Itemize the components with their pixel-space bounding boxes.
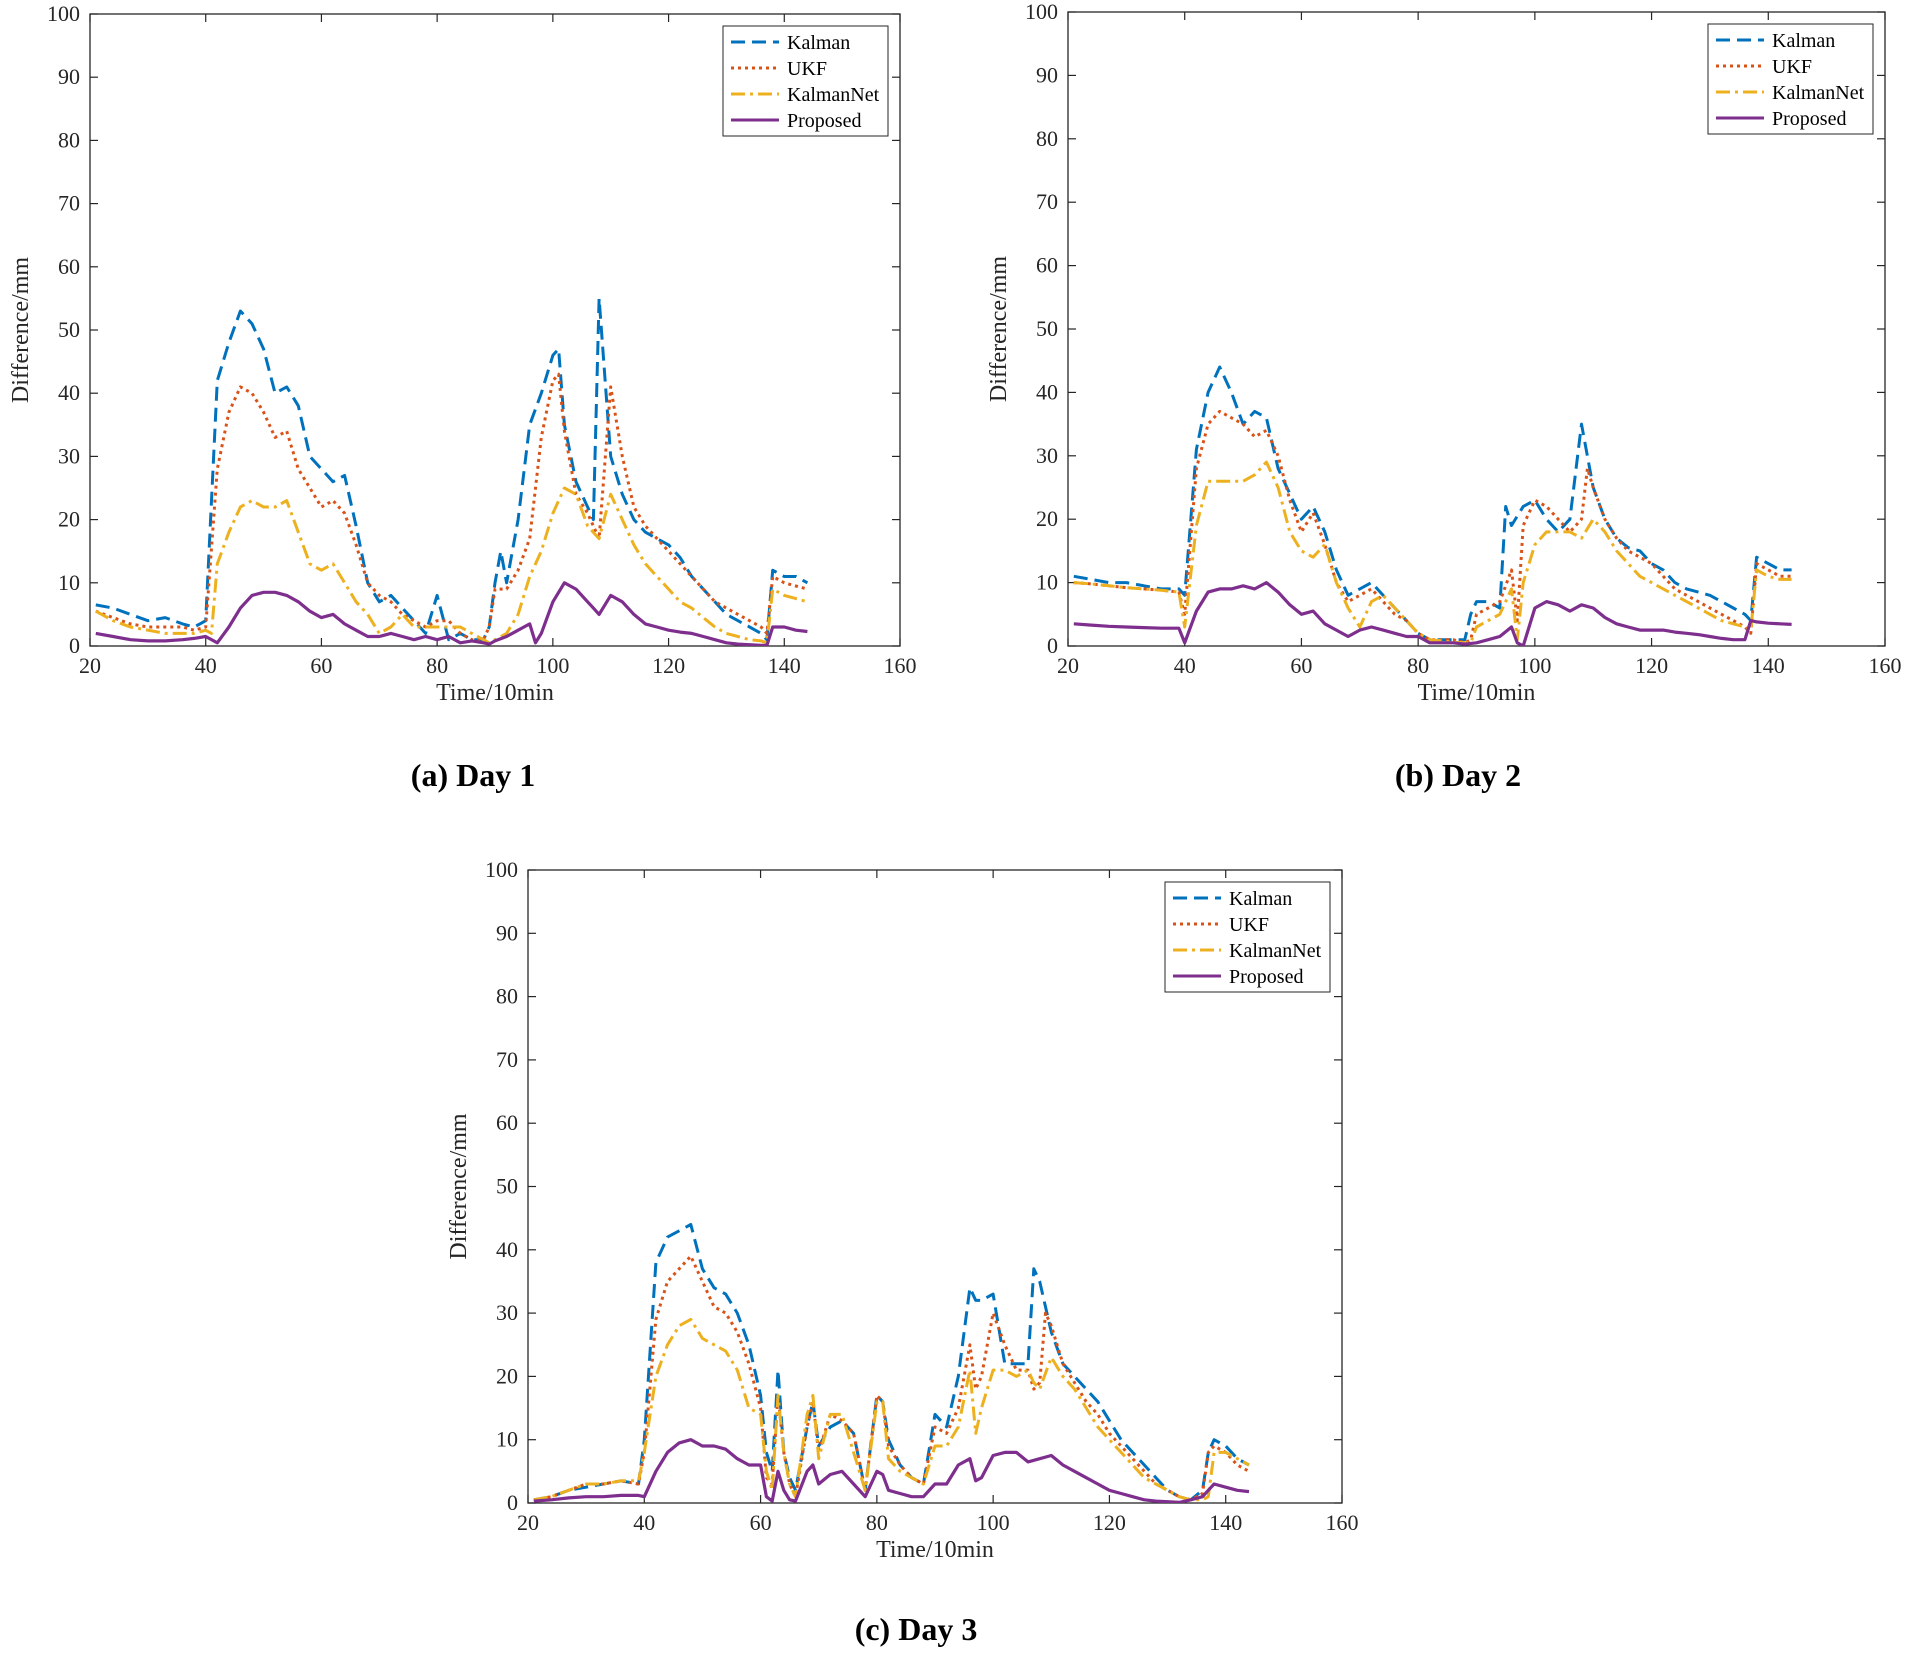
x-tick-label: 120	[1093, 1510, 1126, 1535]
y-tick-label: 0	[1047, 633, 1058, 658]
y-tick-label: 90	[496, 920, 518, 945]
x-tick-label: 140	[1209, 1510, 1242, 1535]
y-tick-label: 30	[496, 1300, 518, 1325]
y-tick-label: 40	[496, 1237, 518, 1262]
x-tick-label: 100	[1518, 653, 1551, 678]
y-tick-label: 0	[507, 1490, 518, 1515]
x-tick-label: 80	[426, 653, 448, 678]
x-tick-label: 20	[517, 1510, 539, 1535]
x-tick-label: 40	[633, 1510, 655, 1535]
series-line-proposed	[533, 1438, 1250, 1503]
x-tick-label: 40	[1174, 653, 1196, 678]
x-axis-label: Time/10min	[876, 1537, 994, 1563]
series-line-kalmannet	[533, 1317, 1250, 1502]
y-tick-label: 100	[47, 1, 80, 26]
x-tick-label: 60	[1290, 653, 1312, 678]
legend-label-kalmannet: KalmanNet	[1229, 940, 1322, 962]
legend-label-ukf: UKF	[1229, 914, 1269, 936]
series-line-kalman	[533, 1223, 1250, 1502]
x-tick-label: 140	[1752, 653, 1785, 678]
y-tick-label: 50	[1036, 316, 1058, 341]
y-tick-label: 20	[496, 1363, 518, 1388]
y-tick-label: 50	[58, 317, 80, 342]
y-tick-label: 80	[58, 127, 80, 152]
legend-label-proposed: Proposed	[787, 110, 861, 132]
x-tick-label: 100	[536, 653, 569, 678]
chart-panel-1: 20 40 60 80 100 120 140 160 0 10 20 30 40 50 60 70 80 90 1…	[8, 1, 917, 706]
series-line-ukf	[1073, 409, 1792, 645]
legend-label-proposed: Proposed	[1229, 966, 1303, 988]
x-axis-label: Time/10min	[1418, 680, 1536, 706]
panel-caption: (c) Day 3	[855, 1611, 978, 1647]
y-tick-label: 60	[496, 1110, 518, 1135]
y-tick-label: 30	[1036, 443, 1058, 468]
y-tick-label: 10	[496, 1427, 518, 1452]
y-tick-label: 50	[496, 1174, 518, 1199]
x-tick-label: 120	[1635, 653, 1668, 678]
x-axis-label: Time/10min	[436, 680, 554, 706]
series-line-proposed	[95, 581, 808, 646]
series-line-proposed	[1073, 580, 1792, 646]
y-tick-label: 80	[496, 984, 518, 1009]
series-line-ukf	[533, 1254, 1250, 1502]
chart-panel-2: 20 40 60 80 100 120 140 160 0 10 20 30 40 50 60 70 80 90 1…	[986, 0, 1902, 706]
y-tick-label: 60	[58, 254, 80, 279]
y-tick-label: 70	[58, 191, 80, 216]
y-tick-label: 20	[58, 507, 80, 532]
x-tick-label: 160	[1869, 653, 1902, 678]
legend	[1164, 881, 1331, 993]
y-tick-label: 70	[496, 1047, 518, 1072]
x-tick-label: 20	[79, 653, 101, 678]
panel-caption: (b) Day 2	[1395, 757, 1521, 793]
y-axis-label: Difference/mm	[8, 257, 34, 403]
y-tick-label: 10	[58, 570, 80, 595]
y-tick-label: 40	[58, 380, 80, 405]
x-tick-label: 60	[750, 1510, 772, 1535]
x-tick-label: 120	[652, 653, 685, 678]
y-axis-label: Difference/mm	[986, 256, 1012, 402]
legend	[1707, 23, 1874, 135]
legend-label-kalmannet: KalmanNet	[1772, 82, 1865, 104]
y-tick-label: 90	[58, 64, 80, 89]
x-tick-label: 100	[977, 1510, 1010, 1535]
legend-label-kalman: Kalman	[1229, 888, 1292, 910]
y-tick-label: 0	[69, 633, 80, 658]
y-axis-label: Difference/mm	[446, 1113, 472, 1259]
y-tick-label: 100	[485, 857, 518, 882]
panel-caption: (a) Day 1	[411, 757, 535, 793]
y-tick-label: 10	[1036, 570, 1058, 595]
y-tick-label: 80	[1036, 126, 1058, 151]
y-tick-label: 20	[1036, 506, 1058, 531]
series-line-kalman	[1073, 365, 1792, 642]
x-tick-label: 140	[768, 653, 801, 678]
x-tick-label: 80	[1407, 653, 1429, 678]
x-tick-label: 160	[1326, 1510, 1359, 1535]
y-tick-label: 70	[1036, 189, 1058, 214]
legend-label-kalmannet: KalmanNet	[787, 84, 880, 106]
x-tick-label: 60	[310, 653, 332, 678]
x-tick-label: 40	[195, 653, 217, 678]
legend-label-ukf: UKF	[1772, 56, 1812, 78]
x-tick-label: 80	[866, 1510, 888, 1535]
x-tick-label: 160	[884, 653, 917, 678]
y-tick-label: 60	[1036, 253, 1058, 278]
legend-label-kalman: Kalman	[1772, 30, 1835, 52]
series-line-ukf	[95, 372, 808, 642]
x-tick-label: 20	[1057, 653, 1079, 678]
series-line-kalmannet	[95, 486, 808, 645]
legend	[722, 25, 889, 137]
legend-label-kalman: Kalman	[787, 32, 850, 54]
y-tick-label: 100	[1025, 0, 1058, 24]
legend-label-proposed: Proposed	[1772, 108, 1846, 130]
chart-panel-3: 20 40 60 80 100 120 140 160 0 10 20 30 40 50 60 70 80 90 1…	[446, 857, 1359, 1563]
y-tick-label: 30	[58, 443, 80, 468]
legend-label-ukf: UKF	[787, 58, 827, 80]
y-tick-label: 40	[1036, 379, 1058, 404]
y-tick-label: 90	[1036, 62, 1058, 87]
